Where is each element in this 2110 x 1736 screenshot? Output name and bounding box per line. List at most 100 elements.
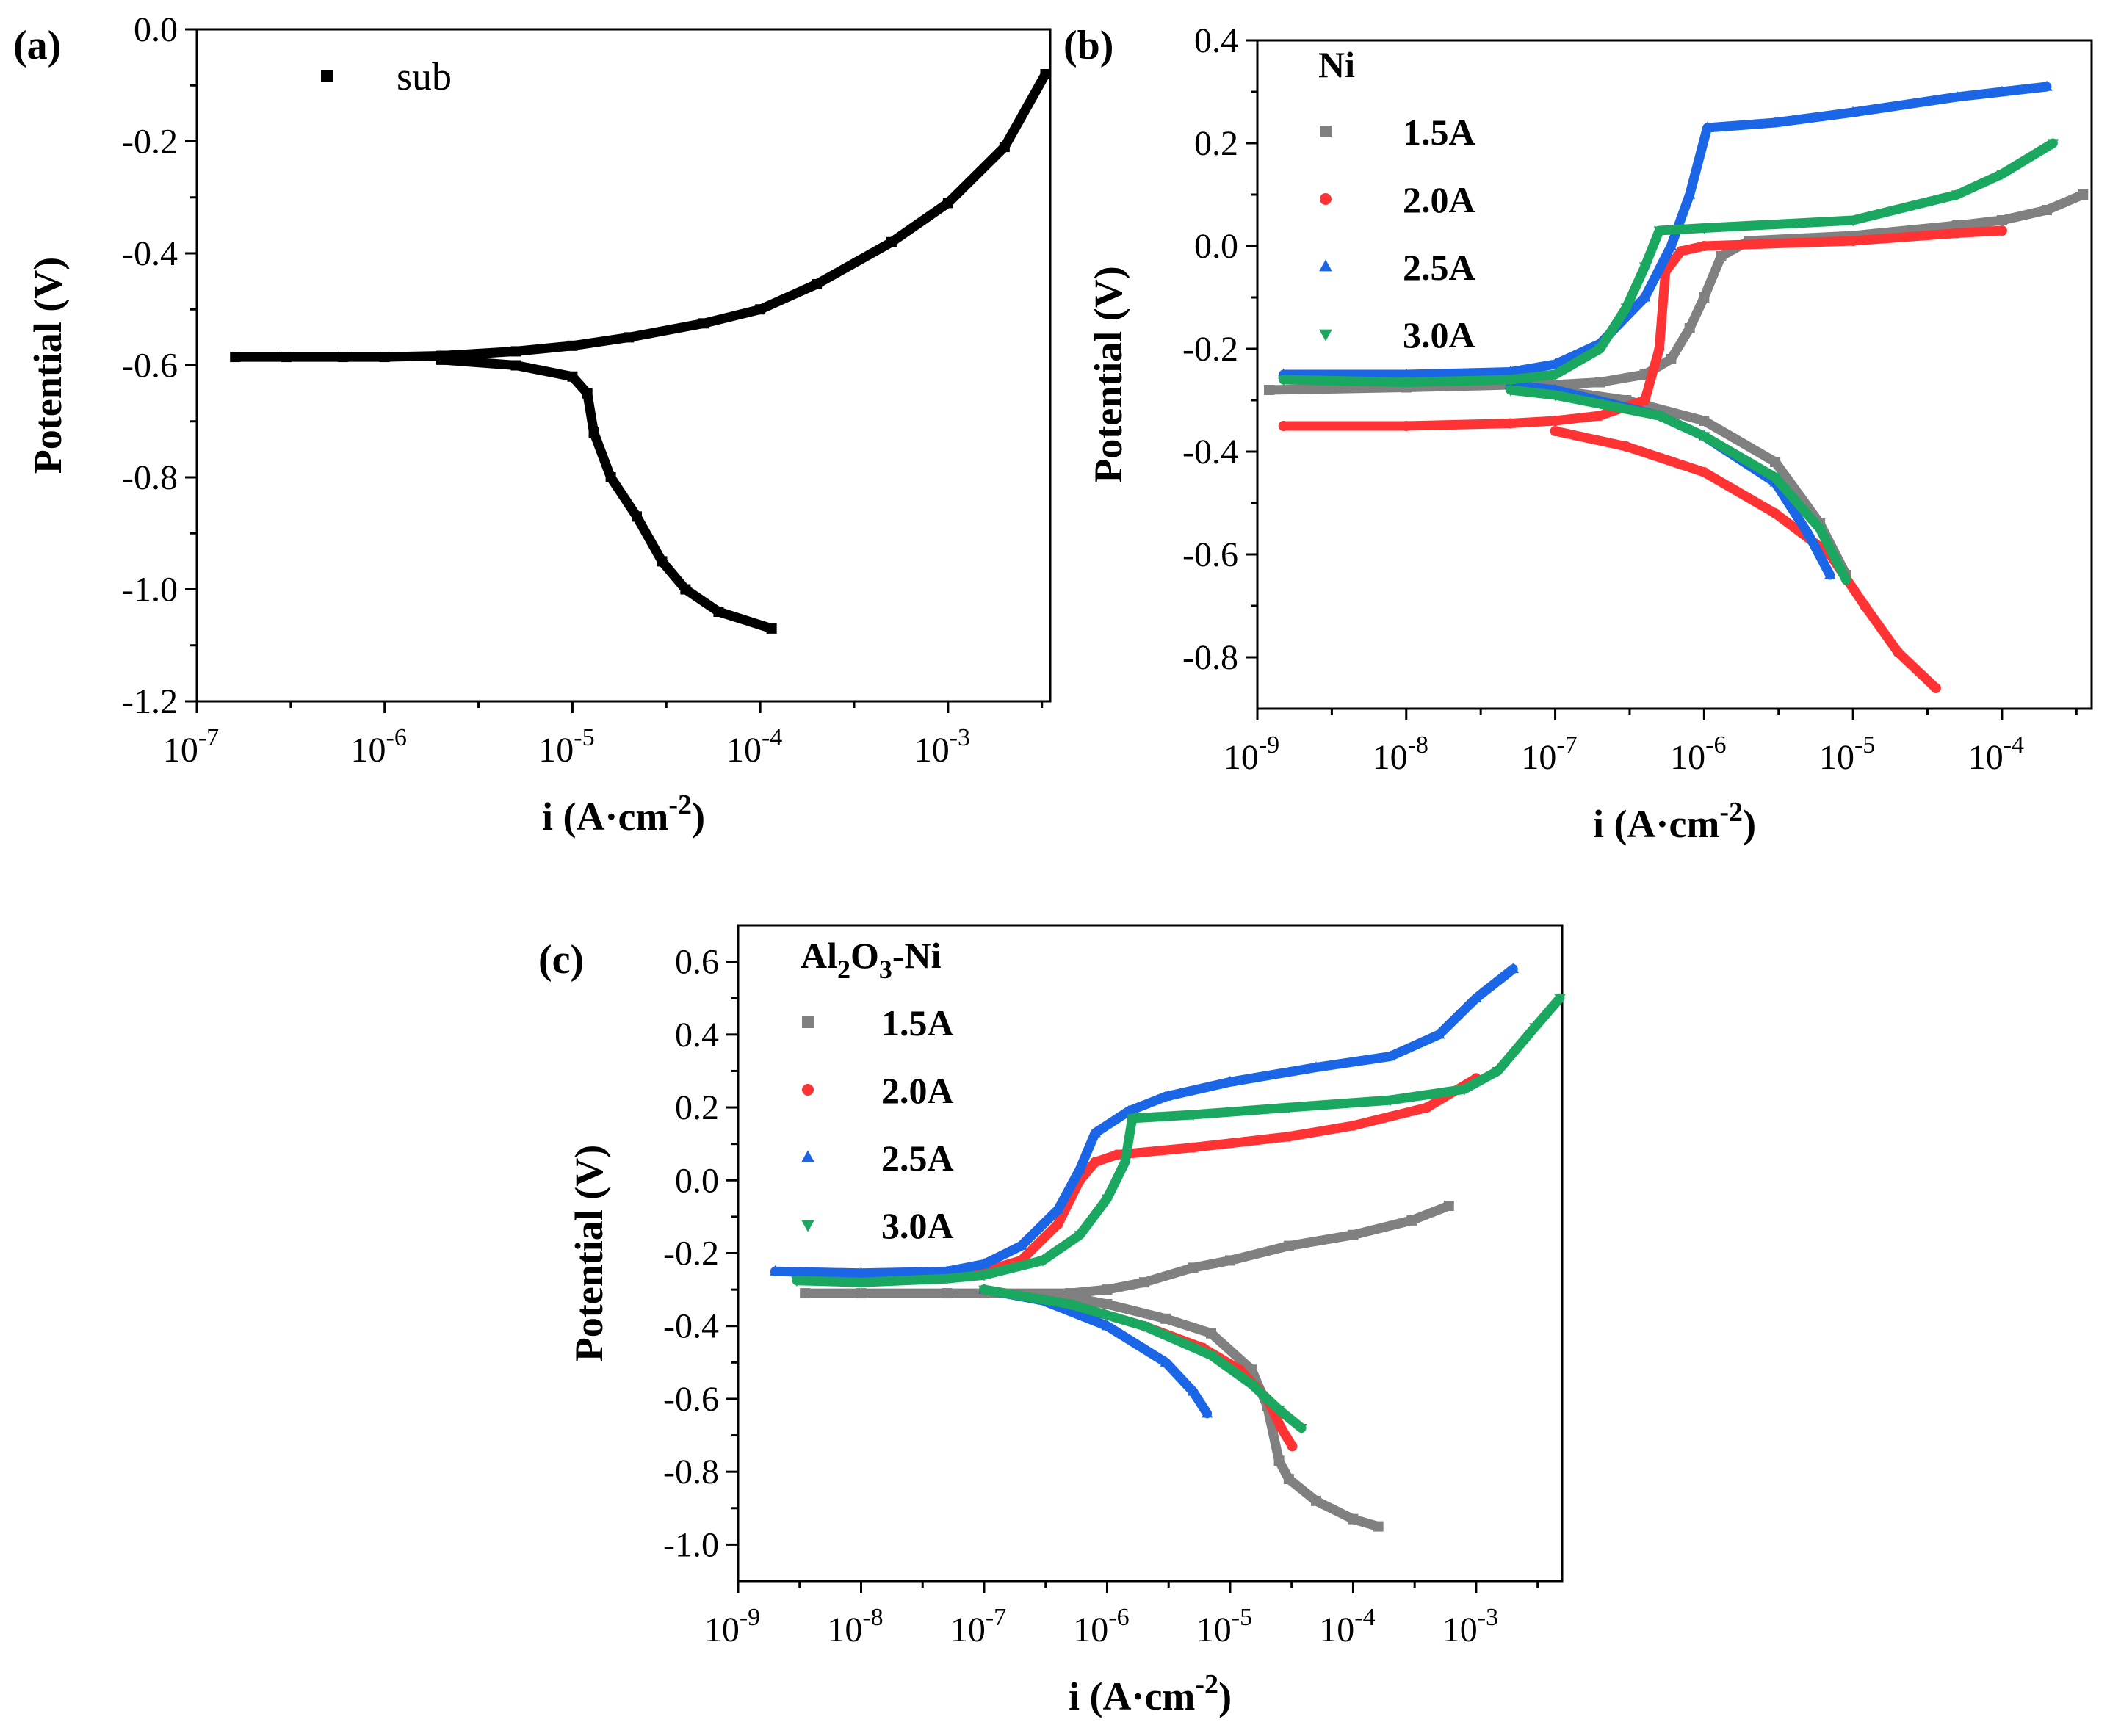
data-point [766, 623, 777, 634]
y-tick-label: -0.2 [663, 1234, 719, 1273]
data-point [1639, 395, 1650, 405]
data-point [1246, 1364, 1257, 1375]
data-point [1101, 1320, 1113, 1331]
data-point [941, 1265, 953, 1276]
data-point [1492, 1066, 1504, 1077]
data-point [1160, 1313, 1171, 1324]
y-tick-label: -0.8 [1182, 638, 1238, 677]
data-point [1699, 241, 1710, 251]
data-point [800, 1288, 811, 1299]
x-axis-label-main: i (A·cm [1069, 1674, 1195, 1718]
data-point [855, 1267, 867, 1278]
legend-label: 3.0A [1403, 314, 1475, 355]
y-tick-label: -1.0 [122, 571, 178, 610]
data-point [582, 388, 593, 399]
y-tick-label: 0.4 [1194, 21, 1238, 60]
panel-b-chart: 10-9 10-8 10-7 10-6 10-5 10-40.40.20.0-0.2-0.… [1063, 21, 2093, 846]
x-tick-base: 10 [1521, 738, 1556, 777]
x-tick-label: 10-6 [1670, 731, 1726, 777]
data-point [1848, 236, 1859, 246]
legend-marker [801, 1220, 814, 1232]
data-point [1373, 1521, 1384, 1532]
data-point [1089, 1126, 1101, 1138]
data-point [886, 236, 897, 247]
legend-title-sub: 2 [837, 955, 850, 984]
data-point [1138, 1277, 1149, 1288]
data-point [588, 427, 599, 438]
x-tick-label: 10-8 [1373, 731, 1428, 777]
data-point [436, 354, 447, 365]
data-point [1246, 1380, 1258, 1391]
data-point [1621, 441, 1632, 452]
data-point [2047, 139, 2059, 150]
data-point [1206, 1328, 1217, 1339]
data-point [978, 1285, 990, 1296]
data-point [1549, 358, 1561, 369]
series-2.0A [800, 1073, 1481, 1452]
cathodic-curve [1550, 426, 1941, 693]
data-point [1996, 215, 2007, 225]
data-point [1665, 239, 1677, 250]
legend-marker [1320, 193, 1332, 205]
x-tick-exp: -5 [1854, 731, 1875, 759]
data-point [1273, 1406, 1285, 1417]
y-tick-label: 0.0 [1194, 227, 1238, 266]
data-point [1064, 1300, 1076, 1311]
data-point [337, 352, 348, 363]
data-point [1224, 1075, 1236, 1086]
data-point [1102, 1284, 1113, 1295]
x-tick-exp: -6 [386, 724, 407, 751]
data-point [1824, 568, 1836, 579]
legend-marker [321, 70, 333, 82]
data-point [1699, 292, 1710, 303]
data-point [379, 352, 390, 363]
x-tick-base: 10 [1819, 738, 1854, 777]
data-point [1620, 303, 1633, 314]
x-tick-exp: -3 [950, 724, 970, 751]
y-tick-label: -0.8 [122, 458, 178, 497]
data-point [1160, 1356, 1172, 1367]
data-point [1102, 1298, 1113, 1309]
data-point [1996, 85, 2008, 96]
data-point [1699, 467, 1710, 477]
x-tick-exp: -4 [2004, 731, 2024, 759]
y-tick-label: -0.6 [663, 1380, 719, 1419]
data-point [1504, 375, 1517, 386]
legend-marker [1320, 126, 1332, 137]
series-3.0A [1278, 138, 2059, 587]
data-point [1422, 1102, 1433, 1113]
x-tick-label: 10-6 [1073, 1604, 1129, 1649]
y-tick-label: -0.2 [1182, 330, 1238, 369]
data-point [2041, 80, 2053, 91]
data-point [1638, 291, 1651, 302]
y-axis-label: Potential (V) [1086, 266, 1130, 482]
data-point [1401, 368, 1412, 379]
data-point [1675, 246, 1686, 256]
x-tick-exp: -9 [740, 1604, 760, 1631]
x-tick-label: 10-7 [1521, 731, 1577, 777]
legend-title-part: Ni [1318, 44, 1355, 85]
data-point [1187, 1110, 1199, 1121]
data-point [1287, 1441, 1298, 1452]
data-point [1699, 416, 1710, 426]
data-point [1507, 963, 1520, 974]
data-point [1283, 1240, 1294, 1251]
data-point [1504, 386, 1517, 397]
data-point [1996, 225, 2007, 236]
data-point [510, 360, 521, 371]
data-point [1847, 216, 1859, 227]
x-tick-base: 10 [351, 731, 386, 770]
y-tick-label: -0.4 [663, 1307, 719, 1346]
x-tick-base: 10 [1073, 1610, 1108, 1649]
data-point [1406, 1215, 1417, 1226]
data-point [1276, 1422, 1287, 1433]
data-point [1384, 1050, 1396, 1061]
plot-frame [195, 28, 1052, 703]
data-point [1126, 1114, 1138, 1125]
data-point [1160, 1090, 1172, 1101]
data-point [1814, 524, 1826, 535]
legend-label: 2.0A [881, 1070, 954, 1111]
data-point [1311, 1495, 1322, 1506]
anodic-curve [230, 69, 1050, 362]
